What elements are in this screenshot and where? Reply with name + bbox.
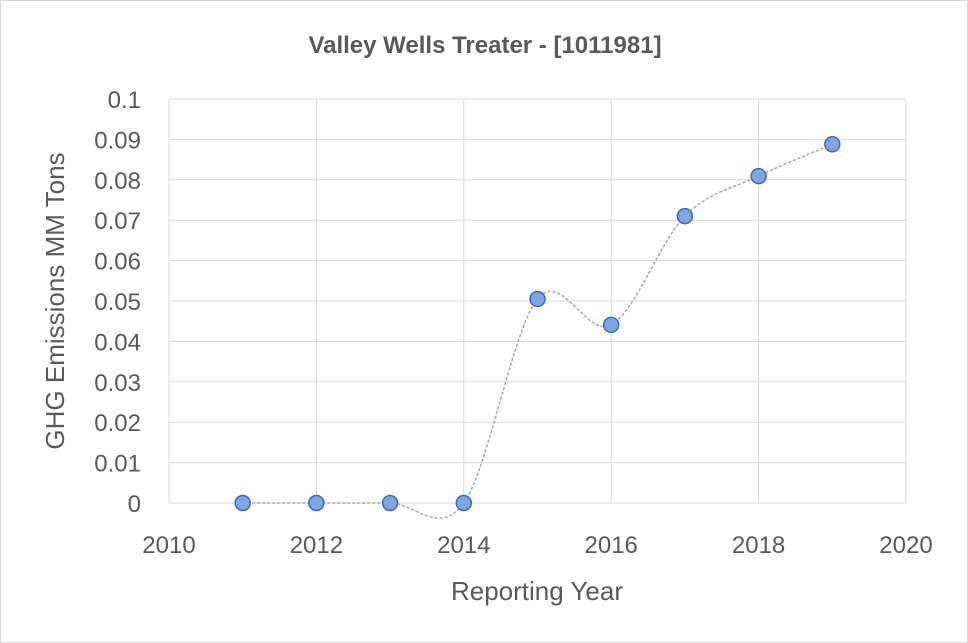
y-tick-label: 0.03 bbox=[94, 370, 141, 397]
data-point bbox=[308, 494, 325, 512]
y-tick-label: 0.01 bbox=[94, 451, 141, 478]
data-point bbox=[381, 494, 399, 512]
data-point bbox=[676, 207, 694, 225]
y-tick-label: 0.09 bbox=[94, 127, 141, 154]
y-tick-labels: 0 0.01 0.02 0.03 0.04 0.05 0.06 0.07 0.08 0.09 0.1 bbox=[94, 87, 141, 518]
data-point bbox=[750, 167, 767, 185]
data-point bbox=[529, 290, 546, 308]
data-point bbox=[455, 494, 473, 512]
y-tick-label: 0.06 bbox=[94, 249, 141, 276]
y-tick-label: 0 bbox=[128, 491, 141, 518]
data-points bbox=[234, 135, 841, 512]
y-tick-label: 0.1 bbox=[108, 87, 141, 114]
y-tick-label: 0.02 bbox=[94, 410, 141, 437]
x-tick-labels: 2010 2012 2014 2016 2018 2020 bbox=[142, 532, 932, 559]
chart-title: Valley Wells Treater - [1011981] bbox=[308, 32, 661, 59]
y-tick-label: 0.05 bbox=[94, 289, 141, 316]
x-tick-label: 2016 bbox=[585, 532, 638, 559]
x-tick-label: 2014 bbox=[437, 532, 490, 559]
x-tick-label: 2010 bbox=[142, 532, 195, 559]
data-point bbox=[602, 316, 620, 334]
y-axis-title: GHG Emissions MM Tons bbox=[40, 152, 70, 449]
y-tick-label: 0.07 bbox=[94, 208, 141, 235]
data-point bbox=[824, 135, 841, 153]
x-axis-title: Reporting Year bbox=[451, 576, 623, 606]
y-tick-label: 0.04 bbox=[94, 329, 141, 356]
trend-line bbox=[241, 143, 834, 519]
x-tick-label: 2012 bbox=[290, 532, 343, 559]
x-tick-label: 2018 bbox=[732, 532, 785, 559]
data-point bbox=[234, 494, 251, 512]
x-tick-label: 2020 bbox=[879, 532, 932, 559]
series-line bbox=[241, 143, 834, 519]
y-tick-label: 0.08 bbox=[94, 168, 141, 195]
